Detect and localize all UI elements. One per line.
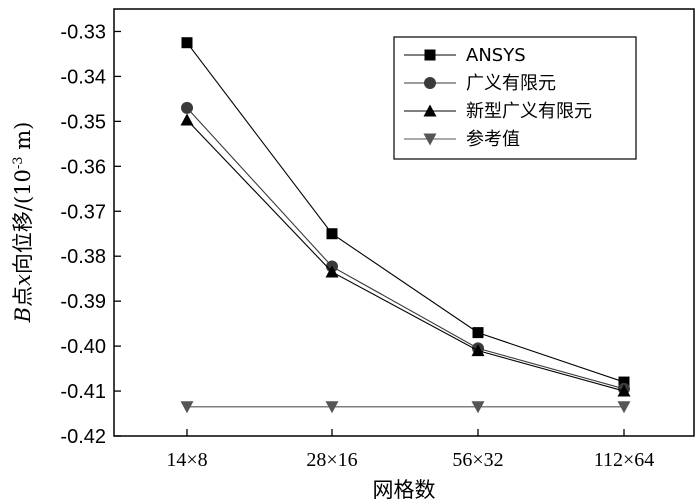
y-axis-title: B点x向位移/(10-3 m) [11,122,35,324]
data-point [326,228,338,240]
y-tick-label: -0.39 [60,291,106,313]
y-axis-ticks [114,30,121,437]
y-axis-title-dir: 向位移/(10 [11,169,35,274]
x-axis-title: 网格数 [373,478,436,502]
legend-item: ANSYS [404,45,526,66]
x-tick-label: 14×8 [166,449,207,471]
x-tick-label: 56×32 [452,449,503,471]
y-axis-title-x: x [11,274,35,286]
legend-label: 新型广义有限元 [466,101,592,122]
series-line [186,42,625,383]
series-line [186,119,625,392]
legend-item: 新型广义有限元 [404,101,592,122]
series-layer [180,37,631,414]
y-tick-label: -0.35 [60,111,106,133]
y-tick-label: -0.38 [60,246,106,268]
legend-marker [424,77,436,89]
y-tick-label: -0.33 [60,21,106,43]
data-point [617,401,631,414]
series-3 [180,113,631,397]
y-axis-title-b: B [11,307,35,323]
y-tick-label: -0.40 [60,336,106,358]
data-point [325,265,339,278]
x-tick-label: 112×64 [594,449,655,471]
x-tick-label: 28×16 [306,449,357,471]
data-point [180,113,194,126]
series-4 [180,401,631,414]
legend-marker [423,133,437,146]
data-point [181,37,193,49]
legend-item: 广义有限元 [404,73,556,94]
y-axis-title-exp: -3 [11,156,26,169]
series-1 [181,37,630,388]
y-tick-label: -0.36 [60,156,106,178]
series-line [186,107,625,390]
y-axis-tick-labels: -0.33 -0.34 -0.35 -0.36 -0.37 -0.38 -0.39 -0.40… [60,21,106,448]
legend-label: 广义有限元 [466,73,556,94]
data-point [180,401,194,414]
y-tick-label: -0.34 [60,66,106,88]
data-point [471,344,485,357]
data-point [325,401,339,414]
y-axis-title-point: 点 [11,286,35,307]
legend-marker [423,104,437,117]
y-tick-label: -0.42 [60,426,106,448]
y-axis-title-unit: m) [11,122,35,157]
plot-frame [113,8,695,437]
x-axis-tick-labels: 14×8 28×16 56×32 112×64 [166,449,654,471]
data-point [472,327,484,339]
y-tick-label: -0.41 [60,381,106,403]
legend-label: ANSYS [466,45,526,66]
legend-label: 参考值 [466,129,520,150]
data-point [181,101,193,114]
y-tick-label: -0.37 [60,201,106,223]
data-point [471,401,485,414]
legend-item: 参考值 [404,129,520,150]
data-point [618,376,630,388]
data-point [617,384,631,397]
x-axis-ticks [186,429,625,436]
legend-marker [424,49,436,61]
